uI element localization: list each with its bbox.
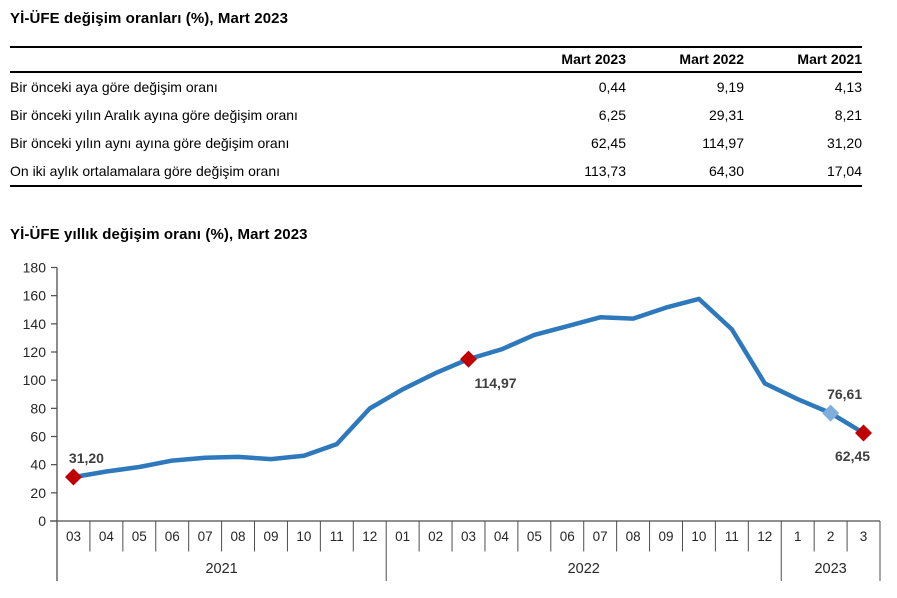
month-label: 08 xyxy=(626,529,641,544)
table-row: Bir önceki aya göre değişim oranı 0,44 9… xyxy=(10,72,862,101)
row-label: On iki aylık ortalamalara göre değişim o… xyxy=(10,163,281,179)
table-cell: 113,73 xyxy=(584,163,626,179)
row-label: Bir önceki aya göre değişim oranı xyxy=(10,79,218,95)
data-marker xyxy=(822,404,840,422)
data-marker xyxy=(460,350,477,368)
y-tick-label: 0 xyxy=(38,513,46,529)
chart-line xyxy=(71,296,866,480)
data-marker xyxy=(64,468,82,486)
month-label: 12 xyxy=(757,529,772,544)
month-label: 07 xyxy=(198,529,213,544)
year-label: 2021 xyxy=(205,561,237,577)
annotation-label: 76,61 xyxy=(827,386,862,402)
annotation-label: 62,45 xyxy=(835,448,870,464)
y-tick-label: 20 xyxy=(30,485,46,501)
month-label: 06 xyxy=(560,529,575,544)
y-tick-label: 100 xyxy=(23,372,47,388)
month-label: 02 xyxy=(428,529,443,544)
rates-table-body: Bir önceki aya göre değişim oranı 0,44 9… xyxy=(10,72,862,186)
table-row: Bir önceki yılın Aralık ayına göre değiş… xyxy=(10,101,862,129)
month-label: 11 xyxy=(330,529,344,544)
table-cell: 8,21 xyxy=(834,107,862,123)
month-label: 04 xyxy=(99,529,115,544)
annotation-label: 114,97 xyxy=(474,375,516,391)
table-cell: 64,30 xyxy=(708,163,744,179)
table-cell: 17,04 xyxy=(826,163,862,179)
month-label: 2 xyxy=(827,529,835,544)
column-header: Mart 2021 xyxy=(744,47,862,73)
month-label: 12 xyxy=(362,529,377,544)
year-label: 2023 xyxy=(814,561,846,577)
rates-table-header: Mart 2023 Mart 2022 Mart 2021 xyxy=(10,47,862,73)
table-header-row: Mart 2023 Mart 2022 Mart 2021 xyxy=(10,47,862,73)
month-label: 10 xyxy=(296,529,311,544)
y-tick-label: 160 xyxy=(23,288,47,304)
month-label: 09 xyxy=(263,529,278,544)
table-title: Yİ-ÜFE değişim oranları (%), Mart 2023 xyxy=(10,10,289,27)
table-cell: 0,44 xyxy=(598,79,626,95)
header-label-spacer xyxy=(10,47,508,73)
y-tick-label: 80 xyxy=(30,400,46,416)
table-row: On iki aylık ortalamalara göre değişim o… xyxy=(10,157,862,186)
month-label: 04 xyxy=(494,529,510,544)
table-cell: 4,13 xyxy=(834,79,862,95)
table-cell: 114,97 xyxy=(702,135,744,151)
table-cell: 29,31 xyxy=(708,107,744,123)
chart-title: Yİ-ÜFE yıllık değişim oranı (%), Mart 20… xyxy=(10,226,308,243)
month-label: 11 xyxy=(725,529,739,544)
y-tick-label: 120 xyxy=(23,344,47,360)
row-label: Bir önceki yılın aynı ayına göre değişim… xyxy=(10,135,290,151)
rates-table: Mart 2023 Mart 2022 Mart 2021 Bir önceki… xyxy=(10,46,862,187)
row-label: Bir önceki yılın Aralık ayına göre değiş… xyxy=(10,107,298,123)
month-label: 1 xyxy=(794,529,802,544)
year-label: 2022 xyxy=(568,561,600,577)
table-cell: 62,45 xyxy=(590,135,626,151)
y-tick-label: 180 xyxy=(23,260,47,276)
table-row: Bir önceki yılın aynı ayına göre değişim… xyxy=(10,129,862,157)
table-cell: 6,25 xyxy=(598,107,626,123)
month-label: 08 xyxy=(231,529,246,544)
month-label: 01 xyxy=(395,529,410,544)
y-tick-label: 140 xyxy=(23,316,47,332)
month-label: 06 xyxy=(165,529,180,544)
month-label: 03 xyxy=(66,529,81,544)
month-label: 05 xyxy=(527,529,542,544)
month-label: 05 xyxy=(132,529,147,544)
table-cell: 31,20 xyxy=(826,135,862,151)
month-label: 09 xyxy=(659,529,674,544)
month-label: 07 xyxy=(593,529,608,544)
table-cell: 9,19 xyxy=(716,79,744,95)
annotation-label: 31,20 xyxy=(69,450,104,466)
month-label: 3 xyxy=(860,529,868,544)
month-label: 03 xyxy=(461,529,476,544)
data-marker xyxy=(855,424,873,442)
y-tick-label: 40 xyxy=(30,457,46,473)
month-label: 10 xyxy=(691,529,706,544)
column-header: Mart 2023 xyxy=(508,47,626,73)
column-header: Mart 2022 xyxy=(626,47,744,73)
y-tick-label: 60 xyxy=(30,429,46,445)
